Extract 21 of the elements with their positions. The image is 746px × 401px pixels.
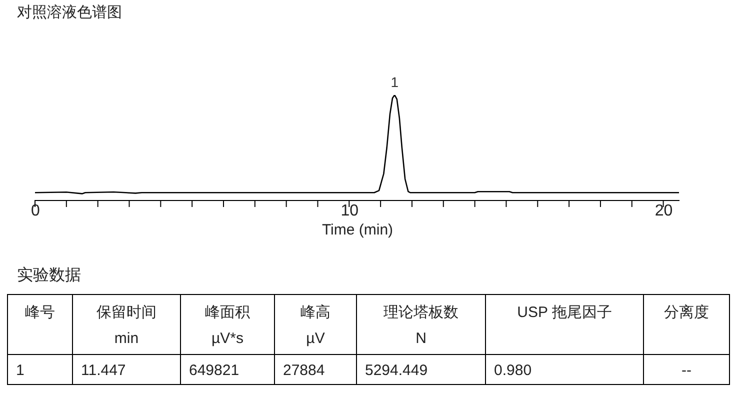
text: 11.447	[72, 354, 180, 384]
text: 1	[8, 354, 72, 384]
annotation: 1	[390, 74, 399, 90]
text: 5294.449	[356, 354, 486, 384]
x-tick-label: 0	[31, 202, 40, 220]
text: 峰高 µV	[274, 294, 356, 354]
chart-title: 对照溶液色谱图	[17, 3, 122, 22]
text: --	[644, 354, 730, 384]
text: 峰号	[8, 294, 72, 354]
text: 649821	[180, 354, 274, 384]
text: 27884	[274, 354, 356, 384]
text: 保留时间 min	[72, 294, 180, 354]
text: 峰面积 µV*s	[180, 294, 274, 354]
x-tick-label: 20	[654, 202, 673, 220]
text: 0.980	[486, 354, 644, 384]
text: 实验数据	[17, 266, 81, 286]
text: USP 拖尾因子	[486, 294, 644, 354]
text: 理论塔板数 N	[356, 294, 486, 354]
x-axis-title: Time (min)	[322, 222, 394, 238]
text: 分离度	[644, 294, 730, 354]
x-tick-label: 10	[340, 202, 359, 220]
